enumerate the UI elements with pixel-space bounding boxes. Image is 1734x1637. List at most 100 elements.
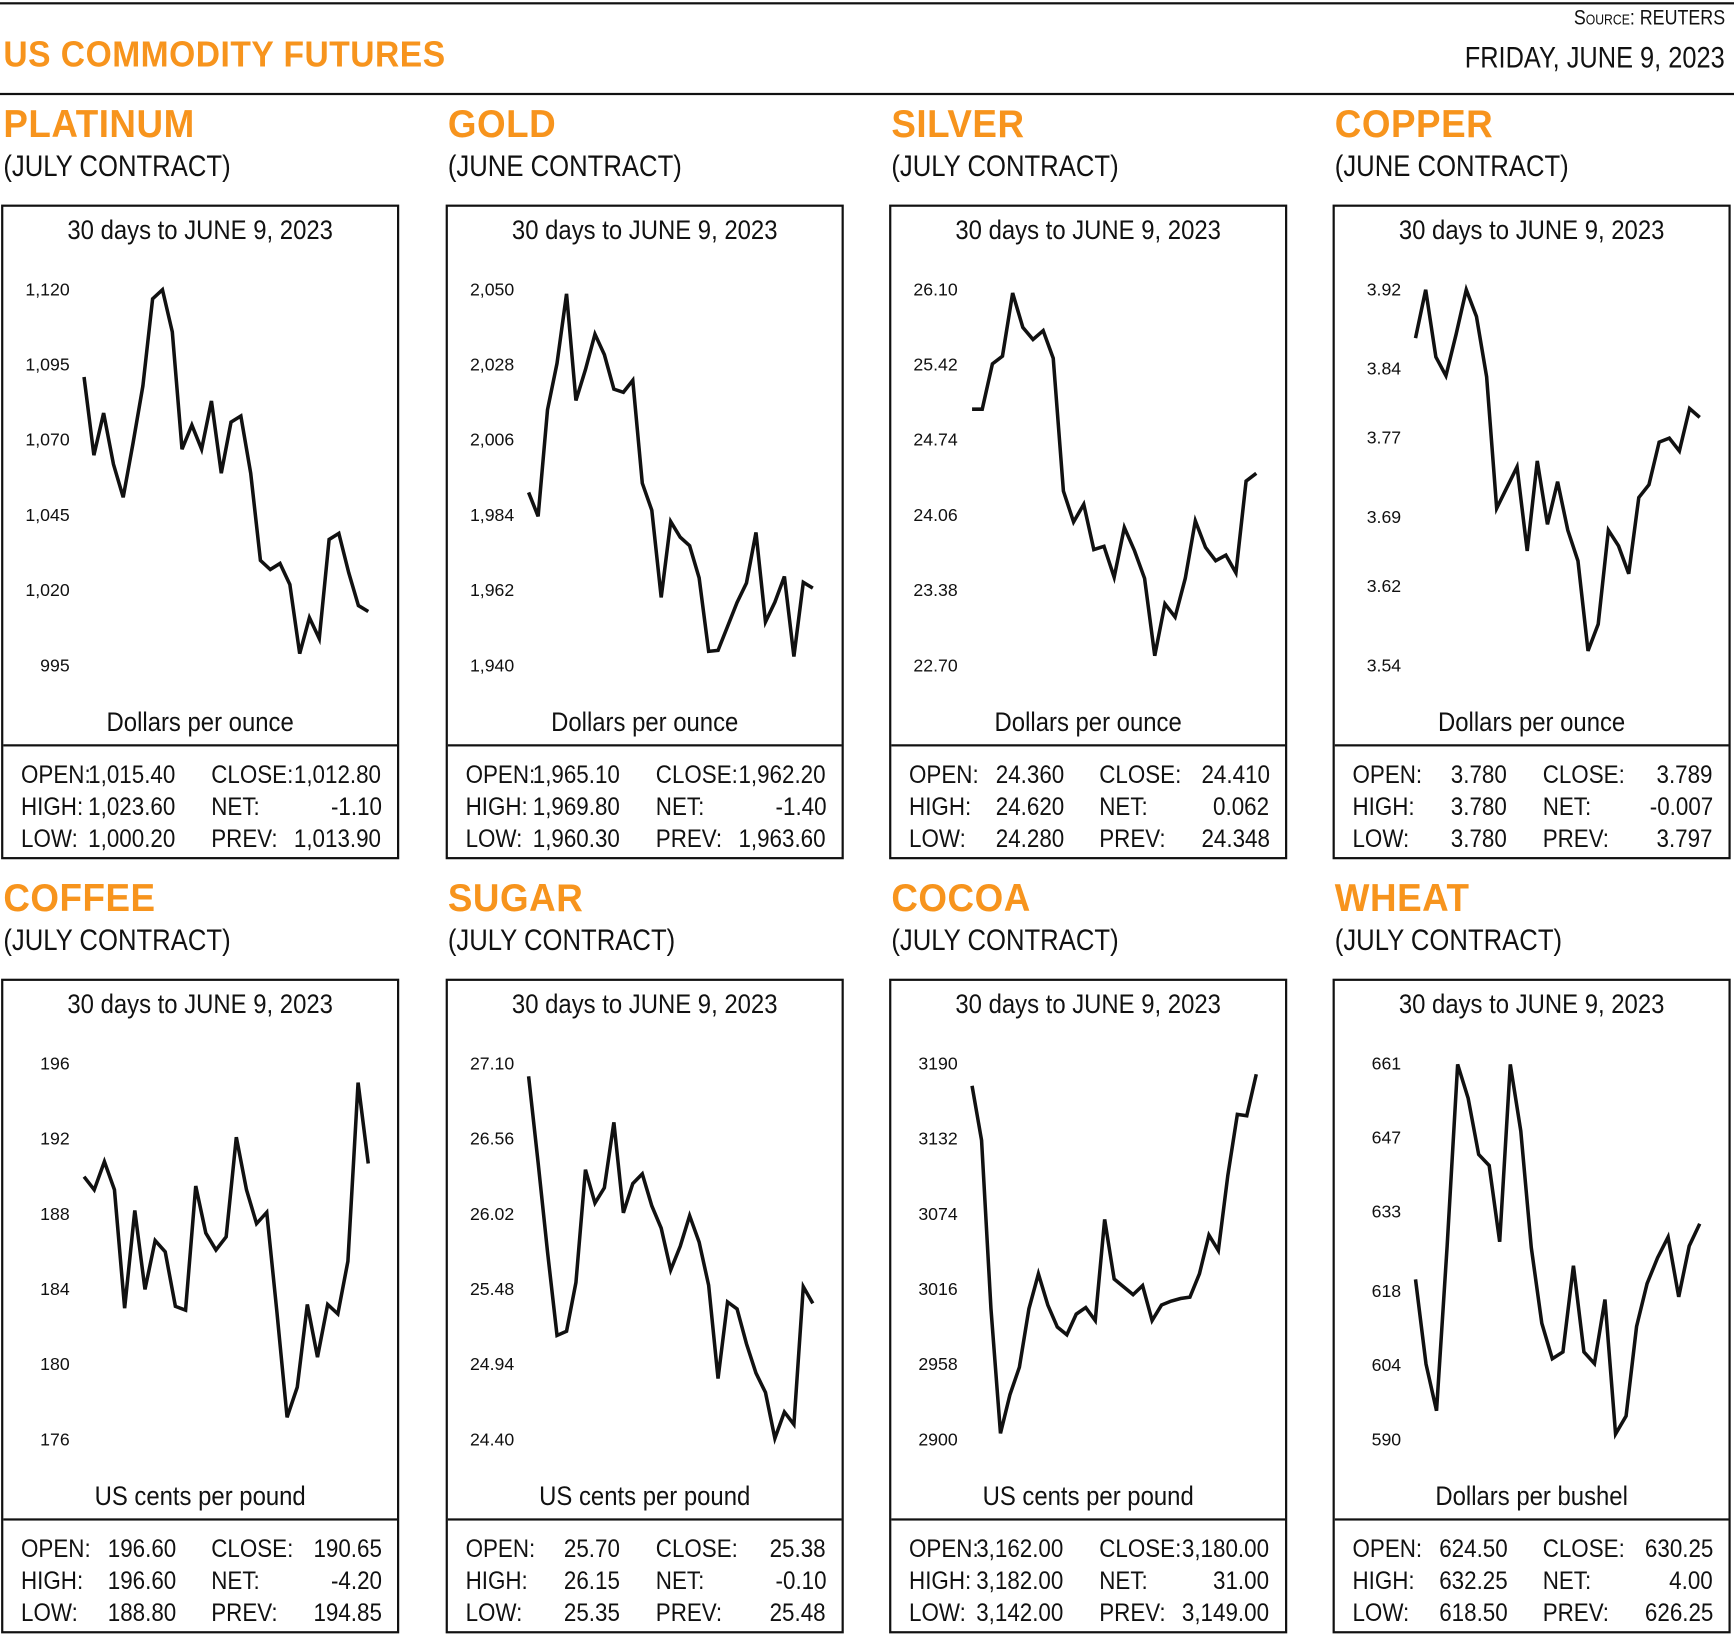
close-label: CLOSE: (1099, 1533, 1182, 1563)
y-tick-label: 3.84 (1367, 358, 1402, 378)
low-label: LOW: (21, 1597, 78, 1627)
page-title: US COMMODITY FUTURES (3, 33, 446, 75)
net-value: -0.007 (1649, 791, 1713, 821)
high-label: HIGH: (909, 791, 972, 821)
y-tick-label: 1,020 (25, 580, 69, 600)
y-tick-label: 184 (40, 1279, 70, 1299)
stats-row: HIGH: 1,969.80 NET: -1.40 (448, 792, 842, 823)
y-tick-label: 26.02 (470, 1204, 514, 1224)
chart-period-title: 30 days to JUNE 9, 2023 (955, 989, 1221, 1020)
price-line (1413, 283, 1701, 652)
chart-box: 30 days to JUNE 9, 2023 1,120 1,095 1,070 1,… (1, 204, 400, 860)
high-label: HIGH: (465, 791, 528, 821)
low-label: LOW: (465, 823, 523, 853)
chart-period-title: 30 days to JUNE 9, 2023 (511, 215, 778, 246)
stats-row: HIGH: 196.60 NET: -4.20 (3, 1566, 397, 1597)
y-tick-label: 176 (40, 1429, 70, 1449)
prev-value: 24.348 (1201, 823, 1270, 853)
net-label: NET: (211, 1565, 260, 1595)
chart-period-title: 30 days to JUNE 9, 2023 (67, 989, 333, 1020)
chart-box: 30 days to JUNE 9, 2023 27.10 26.56 26.02 25… (445, 978, 844, 1634)
high-label: HIGH: (465, 1565, 528, 1595)
net-value: -1.40 (775, 791, 827, 821)
y-tick-label: 1,940 (470, 655, 514, 675)
commodity-name: PLATINUM (3, 102, 195, 146)
open-value: 1,965.10 (533, 759, 621, 789)
high-label: HIGH: (21, 1565, 84, 1595)
stats-row: LOW: 1,960.30 PREV: 1,963.60 (448, 824, 842, 855)
source-label: Source: REUTERS (1573, 6, 1726, 30)
close-value: 1,962.20 (738, 759, 827, 789)
unit-label: Dollars per ounce (106, 707, 294, 738)
prev-label: PREV: (1542, 1597, 1610, 1627)
contract-label: (JULY CONTRACT) (891, 923, 1119, 957)
net-label: NET: (655, 791, 705, 821)
y-tick-label: 188 (40, 1204, 70, 1224)
price-line (1413, 1063, 1702, 1440)
open-label: OPEN: (909, 759, 979, 789)
stats-divider (891, 744, 1286, 747)
y-tick-label: 25.42 (913, 354, 957, 374)
unit-label: Dollars per ounce (1438, 707, 1626, 738)
low-label: LOW: (1352, 823, 1410, 853)
y-tick-label: 2,028 (470, 354, 514, 374)
stats-row: LOW: 188.80 PREV: 194.85 (3, 1598, 397, 1629)
stats-row: HIGH: 1,023.60 NET: -1.10 (3, 792, 397, 823)
unit-label: Dollars per ounce (551, 707, 739, 738)
close-value: 25.38 (770, 1533, 827, 1563)
high-value: 26.15 (564, 1565, 621, 1595)
line-chart: 661 647 633 618 604 590 (1372, 1053, 1702, 1449)
high-label: HIGH: (21, 791, 84, 821)
y-tick-label: 3.62 (1367, 576, 1401, 596)
y-tick-label: 1,120 (25, 279, 69, 299)
stats-row: LOW: 3.780 PREV: 3.797 (1335, 824, 1729, 855)
y-tick-label: 3.54 (1367, 655, 1402, 675)
open-value: 24.360 (995, 759, 1064, 789)
chart-period-title: 30 days to JUNE 9, 2023 (511, 989, 778, 1020)
price-line (82, 286, 370, 655)
y-tick-label: 3190 (918, 1053, 958, 1073)
contract-label: (JULY CONTRACT) (3, 149, 231, 183)
commodity-name: COPPER (1334, 102, 1494, 146)
unit-label: US cents per pound (539, 1481, 751, 1512)
stats-row: OPEN: 3.780 CLOSE: 3.789 (1335, 760, 1729, 791)
chart-period-title: 30 days to JUNE 9, 2023 (1398, 215, 1665, 246)
stats-divider (447, 744, 842, 747)
contract-label: (JUNE CONTRACT) (447, 149, 682, 183)
low-value: 3,142.00 (976, 1597, 1064, 1627)
y-tick-label: 3.69 (1367, 507, 1401, 527)
y-tick-label: 3132 (918, 1129, 957, 1149)
open-label: OPEN: (909, 1533, 979, 1563)
y-tick-label: 3016 (918, 1279, 958, 1299)
open-value: 624.50 (1438, 1533, 1508, 1563)
high-value: 1,969.80 (533, 791, 621, 821)
y-tick-label: 1,095 (25, 354, 69, 374)
y-tick-label: 24.40 (470, 1429, 514, 1449)
net-label: NET: (1099, 791, 1148, 821)
y-tick-label: 1,984 (470, 505, 514, 525)
y-tick-label: 995 (40, 655, 70, 675)
chart-period-title: 30 days to JUNE 9, 2023 (955, 215, 1221, 246)
stats-row: OPEN: 1,965.10 CLOSE: 1,962.20 (448, 760, 842, 791)
low-value: 3.780 (1451, 823, 1508, 853)
open-label: OPEN: (21, 759, 91, 789)
y-tick-label: 26.56 (470, 1129, 514, 1149)
commodity-name: COFFEE (3, 876, 156, 921)
high-value: 24.620 (995, 791, 1064, 821)
open-value: 3,162.00 (976, 1533, 1064, 1563)
stats-row: LOW: 1,000.20 PREV: 1,013.90 (3, 824, 397, 855)
y-tick-label: 1,070 (25, 430, 69, 450)
stats-row: HIGH: 3,182.00 NET: 31.00 (891, 1566, 1285, 1597)
y-tick-label: 26.10 (913, 279, 957, 299)
stats-row: OPEN: 196.60 CLOSE: 190.65 (3, 1534, 397, 1565)
close-value: 1,012.80 (294, 759, 382, 789)
high-label: HIGH: (1352, 791, 1415, 821)
stats-row: OPEN: 25.70 CLOSE: 25.38 (448, 1534, 842, 1565)
open-label: OPEN: (465, 759, 536, 789)
y-tick-label: 2,050 (470, 279, 514, 299)
contract-label: (JULY CONTRACT) (447, 923, 676, 957)
net-label: NET: (655, 1565, 705, 1595)
stats-row: OPEN: 3,162.00 CLOSE: 3,180.00 (891, 1534, 1285, 1565)
close-label: CLOSE: (211, 1533, 294, 1563)
